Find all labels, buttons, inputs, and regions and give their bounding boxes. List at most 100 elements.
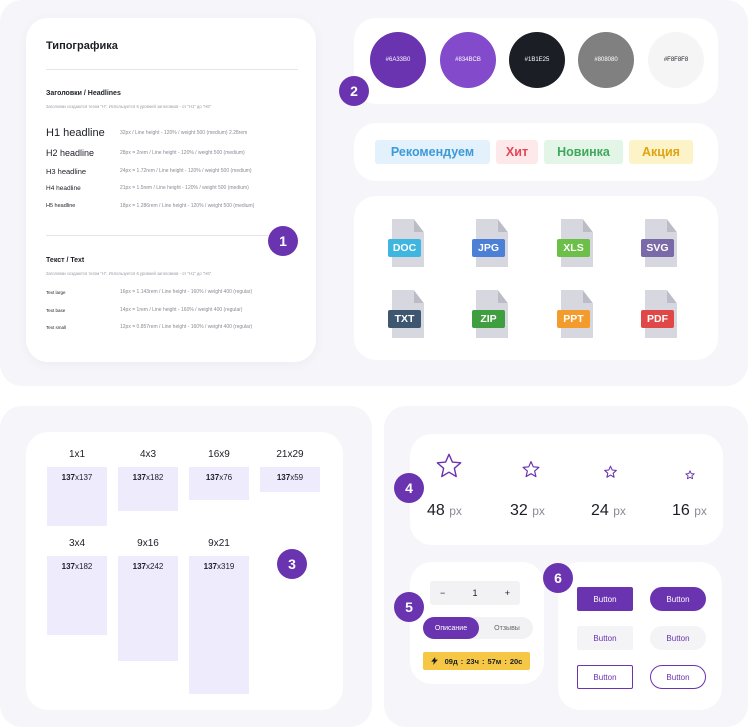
typography-title: Типографика [46, 40, 118, 52]
lightning-icon [430, 657, 438, 665]
h1-sample: H1 headline [46, 127, 105, 139]
xls-file-icon: XLS [557, 219, 597, 267]
timer-separator: : [460, 656, 464, 666]
timer-seconds: 20с [509, 656, 523, 666]
ratio-width: 137 [276, 473, 291, 482]
ratio-width: 137 [61, 562, 75, 571]
txt-file-icon: TXT [388, 290, 428, 338]
tab-reviews[interactable]: Отзывы [494, 624, 520, 632]
badge-6: 6 [543, 563, 573, 593]
ratio-height: x137 [75, 473, 93, 482]
ratio-title-16x9: 16x9 [208, 449, 230, 460]
decrement-button[interactable]: − [440, 588, 446, 598]
swatch-gray: #808080 [578, 32, 634, 88]
text-description: Заголовки создаются тегом "H". Используе… [46, 271, 212, 276]
soft-square-button[interactable]: Button [577, 626, 633, 650]
jpg-file-icon: JPG [472, 219, 512, 267]
ratio-height: x59 [290, 473, 304, 482]
size-label-16: 16 px [672, 502, 707, 519]
ratio-title-21x29: 21x29 [276, 449, 304, 460]
h4-sample: H4 headline [46, 185, 81, 192]
ratio-width: 137 [132, 473, 146, 482]
h3-spec: 24px = 1.72rem / Line height - 120% / we… [120, 168, 252, 174]
text-base-sample: Text base [46, 308, 66, 313]
quantity-stepper: − 1 + [430, 581, 520, 605]
pdf-file-icon: PDF [641, 290, 681, 338]
ratio-box-21x29: 137 x59 [260, 467, 320, 492]
tag-recommended: Рекомендуем [375, 140, 490, 164]
text-large-spec: 16px = 1.143rem / Line height - 160% / w… [120, 289, 253, 295]
star-icon-48 [436, 453, 462, 478]
soft-pill-button[interactable]: Button [650, 626, 706, 650]
ratio-title-4x3: 4x3 [139, 449, 157, 460]
timer-separator: : [481, 656, 485, 666]
tag-hit: Хит [496, 140, 538, 164]
h2-spec: 28px = 2rem / Line height - 120% / weigh… [120, 150, 245, 156]
ratio-box-9x21: 137 x319 [189, 556, 249, 694]
text-title: Текст / Text [46, 257, 85, 264]
typography-divider-top [46, 69, 298, 70]
headlines-description: Заголовки создаются тегом "H". Используе… [46, 104, 212, 109]
star-icon-24 [604, 465, 617, 478]
size-label-48: 48 px [427, 502, 462, 519]
star-icon-32 [522, 460, 540, 478]
ppt-file-icon: PPT [557, 290, 597, 338]
ratio-box-1x1: 137 x137 [47, 467, 107, 526]
ratio-height: x76 [219, 473, 233, 482]
text-large-sample: Text large [46, 290, 66, 295]
tag-sale: Акция [629, 140, 693, 164]
badge-4: 4 [394, 473, 424, 503]
timer-hours: 23ч [466, 656, 479, 666]
ratio-title-1x1: 1x1 [68, 449, 86, 460]
ratio-width: 137 [203, 562, 217, 571]
primary-square-button[interactable]: Button [577, 587, 633, 611]
ratio-box-16x9: 137 x76 [189, 467, 249, 500]
timer-separator: : [504, 656, 507, 666]
text-small-sample: Text small [46, 325, 67, 330]
ratio-title-9x21: 9x21 [208, 538, 230, 549]
h4-spec: 21px = 1.5rem / Line height - 120% / wei… [120, 185, 249, 191]
ratio-width: 137 [132, 562, 146, 571]
text-base-spec: 14px = 1rem / Line height - 160% / weigh… [120, 307, 243, 313]
ratio-height: x182 [75, 562, 93, 571]
swatch-light: #F8F8F8 [648, 32, 704, 88]
ratio-box-3x4: 137 x182 [47, 556, 107, 635]
ratio-box-9x16: 137 x242 [118, 556, 178, 661]
h2-sample: H2 headline [46, 148, 95, 158]
quantity-value[interactable]: 1 [472, 588, 478, 598]
badge-3: 3 [277, 549, 307, 579]
size-label-32: 32 px [510, 502, 545, 519]
h3-sample: H3 headline [46, 167, 87, 176]
size-label-24: 24 px [591, 502, 626, 519]
increment-button[interactable]: + [504, 588, 510, 598]
icon-sizes-card [410, 434, 723, 545]
ratio-height: x242 [146, 562, 164, 571]
timer-minutes: 57м [487, 656, 502, 666]
ratio-height: x319 [217, 562, 235, 571]
ratio-title-3x4: 3x4 [68, 538, 86, 549]
outline-pill-button[interactable]: Button [650, 665, 706, 689]
swatch-primary: #6A33B0 [370, 32, 426, 88]
badge-1: 1 [268, 226, 298, 256]
typography-divider-mid [46, 235, 268, 236]
countdown-timer: 09д : 23ч : 57м : 20с [423, 652, 530, 670]
typography-card [26, 18, 316, 362]
ratio-width: 137 [205, 473, 220, 482]
ratio-width: 137 [61, 473, 75, 482]
ratio-title-9x16: 9x16 [137, 538, 159, 549]
h1-spec: 32px / Line height - 120% / weight 500 (… [120, 130, 248, 136]
ratio-box-4x3: 137 x182 [118, 467, 178, 511]
outline-square-button[interactable]: Button [577, 665, 633, 689]
swatch-primary-light: #834BCB [440, 32, 496, 88]
tabs-switcher: Описание Отзывы [423, 617, 533, 639]
swatch-dark: #1B1E25 [509, 32, 565, 88]
headlines-title: Заголовки / Headlines [46, 90, 121, 97]
badge-2: 2 [339, 76, 369, 106]
primary-pill-button[interactable]: Button [650, 587, 706, 611]
badge-5: 5 [394, 592, 424, 622]
tag-new: Новинка [544, 140, 623, 164]
text-small-spec: 12px = 0.857rem / Line height - 160% / w… [120, 324, 253, 330]
doc-file-icon: DOC [388, 219, 428, 267]
tab-description[interactable]: Описание [423, 617, 479, 639]
star-icon-16 [685, 470, 695, 480]
